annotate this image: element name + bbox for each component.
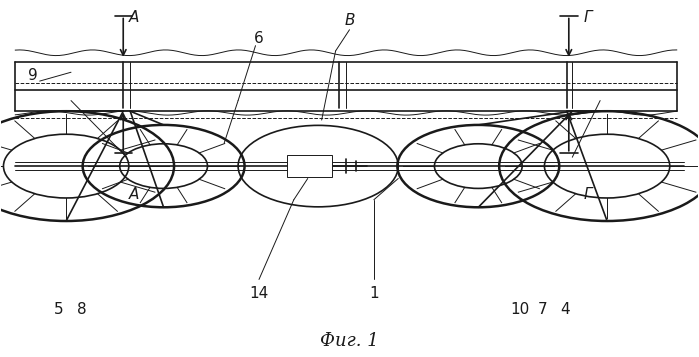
Text: 4: 4 xyxy=(561,302,570,317)
Text: А: А xyxy=(129,10,139,25)
Text: Г: Г xyxy=(584,187,592,202)
Text: 1: 1 xyxy=(369,286,379,301)
Text: 7: 7 xyxy=(538,302,548,317)
Text: А: А xyxy=(129,187,139,202)
Text: В: В xyxy=(344,13,355,28)
Text: 6: 6 xyxy=(254,31,264,46)
Text: 9: 9 xyxy=(28,68,38,83)
Text: Фиг. 1: Фиг. 1 xyxy=(320,332,379,351)
FancyBboxPatch shape xyxy=(287,156,332,177)
Text: 5: 5 xyxy=(54,302,64,317)
Text: Г: Г xyxy=(584,10,592,25)
Text: 8: 8 xyxy=(78,302,87,317)
Text: 14: 14 xyxy=(250,286,268,301)
Text: 10: 10 xyxy=(510,302,530,317)
